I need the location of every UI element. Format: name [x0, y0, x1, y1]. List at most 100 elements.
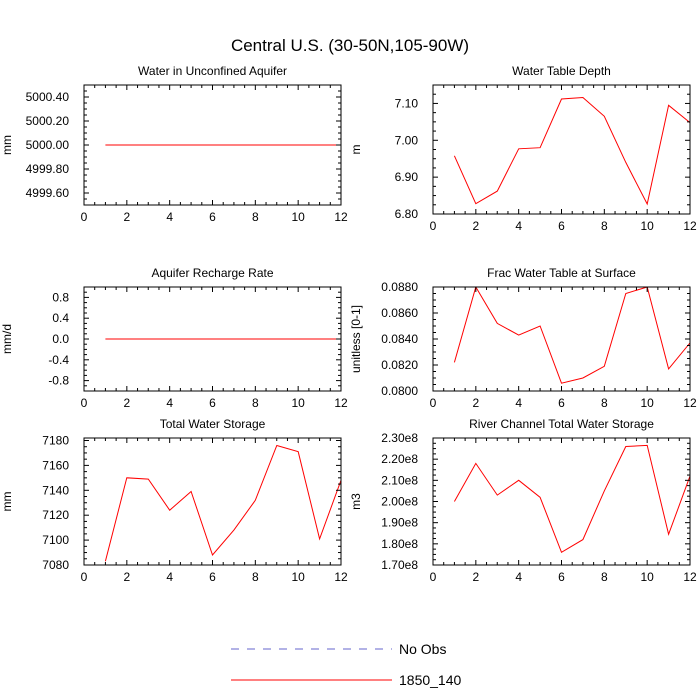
y-tick-label: 7080 — [42, 558, 69, 572]
x-tick-label: 4 — [515, 396, 522, 410]
panel-2: Water Table Depth 0 2 4 6 8 10 12 6.80 6.90 7.00 7.… — [349, 64, 697, 233]
x-tick-label: 6 — [209, 210, 216, 224]
x-tick-label: 12 — [683, 396, 697, 410]
y-tick-label: 2.00e8 — [381, 495, 418, 509]
y-tick-label: 7.10 — [395, 96, 419, 110]
y-tick-label: 0.0800 — [381, 384, 418, 398]
y-tick-label: 1.70e8 — [381, 558, 418, 572]
panel-3: Aquifer Recharge Rate 0 2 4 6 8 10 12 -0.8 -0.4 0.… — [0, 266, 362, 410]
x-tick-label: 0 — [430, 570, 437, 584]
y-tick-label: 7120 — [42, 508, 69, 522]
y-tick-label: 2.20e8 — [381, 452, 418, 466]
panel-title: Total Water Storage — [160, 417, 266, 431]
x-tick-label: 8 — [601, 219, 608, 233]
y-tick-label: 7.00 — [395, 133, 419, 147]
x-tick-label: 0 — [430, 219, 437, 233]
legend: No Obs 1850_140 — [231, 641, 462, 688]
x-tick-label: 12 — [334, 210, 348, 224]
x-tick-label: 10 — [640, 570, 654, 584]
panel-title: Water in Unconfined Aquifer — [138, 64, 287, 78]
x-tick-label: 2 — [472, 396, 479, 410]
x-tick-label: 4 — [166, 210, 173, 224]
y-tick-label: 1.90e8 — [381, 516, 418, 530]
y-tick-label: 0.0880 — [381, 280, 418, 294]
x-tick-label: 6 — [209, 396, 216, 410]
y-tick-label: 6.90 — [395, 170, 419, 184]
y-tick-label: 5000.20 — [26, 114, 70, 128]
x-tick-label: 8 — [252, 570, 259, 584]
y-axis-label: mm — [0, 135, 14, 155]
x-tick-label: 10 — [640, 219, 654, 233]
y-tick-label: 7100 — [42, 533, 69, 547]
x-tick-label: 6 — [558, 570, 565, 584]
x-tick-label: 0 — [81, 396, 88, 410]
x-tick-label: 8 — [252, 210, 259, 224]
x-tick-label: 2 — [123, 396, 130, 410]
x-tick-label: 0 — [430, 396, 437, 410]
panel-4: Frac Water Table at Surface0246810120.08… — [349, 266, 697, 410]
y-tick-label: 0.8 — [52, 290, 69, 304]
panel-title: Frac Water Table at Surface — [487, 266, 636, 280]
series-line-1850_140 — [454, 287, 690, 383]
x-tick-label: 12 — [334, 570, 348, 584]
x-tick-label: 10 — [291, 570, 305, 584]
x-tick-label: 0 — [81, 570, 88, 584]
panel-5: Total Water Storage 0 2 4 6 8 10 12 7080 7100 7120… — [0, 417, 348, 584]
panel-6: River Channel Total Water Storage 0 2 4 6 8 10… — [349, 417, 697, 584]
x-tick-label: 6 — [558, 219, 565, 233]
y-tick-label: -0.4 — [48, 353, 69, 367]
x-tick-label: 2 — [472, 570, 479, 584]
y-tick-label: 2.30e8 — [381, 431, 418, 445]
x-tick-label: 8 — [601, 396, 608, 410]
figure-title: Central U.S. (30-50N,105-90W) — [231, 36, 469, 55]
y-tick-label: 0.0860 — [381, 306, 418, 320]
series-line-1850_140 — [454, 98, 690, 205]
y-tick-label: 5000.40 — [26, 90, 70, 104]
x-tick-label: 8 — [252, 396, 259, 410]
y-tick-label: 7160 — [42, 458, 69, 472]
x-tick-label: 12 — [683, 570, 697, 584]
y-tick-label: 2.10e8 — [381, 473, 418, 487]
x-tick-label: 12 — [683, 219, 697, 233]
y-tick-label: 4999.60 — [26, 186, 70, 200]
x-tick-label: 10 — [291, 210, 305, 224]
y-tick-label: 0.0820 — [381, 358, 418, 372]
x-tick-label: 4 — [166, 396, 173, 410]
x-tick-label: 4 — [515, 570, 522, 584]
panel-title: River Channel Total Water Storage — [469, 417, 654, 431]
y-tick-label: 0.4 — [52, 311, 69, 325]
y-axis-label: unitless [0-1] — [349, 305, 363, 373]
x-tick-label: 4 — [166, 570, 173, 584]
y-axis-label: m — [349, 145, 363, 155]
panel-title: Aquifer Recharge Rate — [151, 266, 273, 280]
y-tick-label: 7180 — [42, 433, 69, 447]
x-tick-label: 2 — [123, 570, 130, 584]
x-tick-label: 6 — [209, 570, 216, 584]
panel-1: Water in Unconfined Aquifer 0 2 4 6 8 10 12 4999… — [0, 64, 362, 224]
y-tick-label: 7140 — [42, 483, 69, 497]
y-tick-label: 1.80e8 — [381, 537, 418, 551]
y-axis-label: m3 — [349, 493, 363, 510]
x-tick-label: 2 — [472, 219, 479, 233]
x-tick-label: 4 — [515, 219, 522, 233]
y-tick-label: 4999.80 — [26, 162, 70, 176]
x-tick-label: 10 — [640, 396, 654, 410]
y-tick-label: 5000.00 — [26, 138, 70, 152]
panels: Water in Unconfined Aquifer 0 2 4 6 8 10 12 4999… — [0, 64, 697, 584]
plot-frame — [433, 438, 690, 565]
x-tick-label: 10 — [291, 396, 305, 410]
x-tick-label: 2 — [123, 210, 130, 224]
series-line-1850_140 — [105, 446, 341, 562]
x-tick-label: 12 — [334, 396, 348, 410]
x-tick-label: 8 — [601, 570, 608, 584]
y-tick-label: 0.0840 — [381, 332, 418, 346]
x-tick-label: 0 — [81, 210, 88, 224]
y-axis-label: mm — [0, 492, 14, 512]
y-tick-label: 6.80 — [395, 207, 419, 221]
y-tick-label: 0.0 — [52, 332, 69, 346]
y-tick-label: -0.8 — [48, 374, 69, 388]
figure: Central U.S. (30-50N,105-90W) Water in U… — [0, 0, 700, 700]
panel-title: Water Table Depth — [512, 64, 611, 78]
series-line-1850_140 — [454, 445, 690, 552]
legend-label-no-obs: No Obs — [399, 641, 446, 657]
